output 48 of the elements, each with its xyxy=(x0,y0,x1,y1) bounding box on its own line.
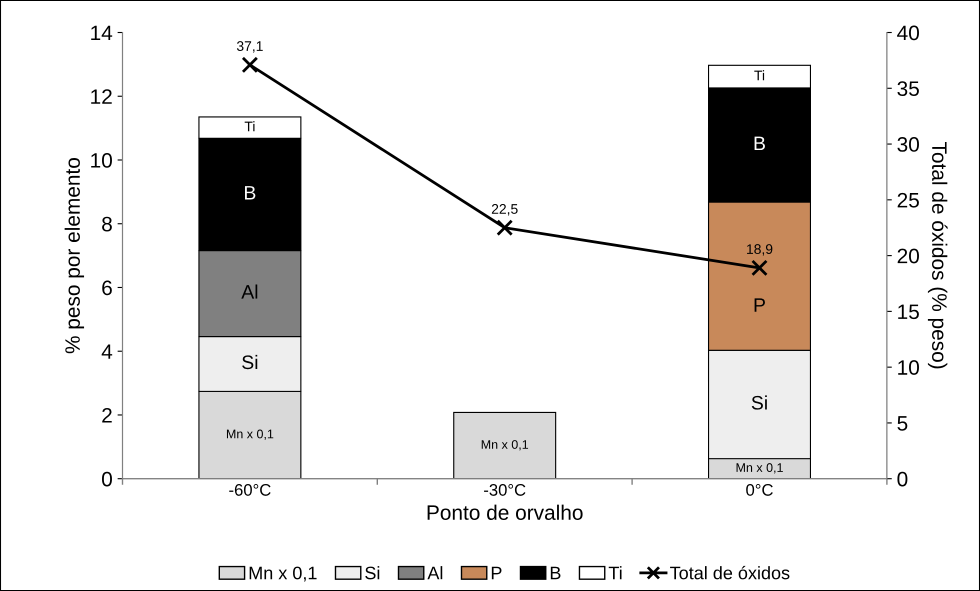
data-label: Mn x 0,1 xyxy=(226,430,274,440)
data-label: Mn x 0,1 xyxy=(482,440,528,450)
legend-label: Ti xyxy=(608,566,622,580)
point xyxy=(751,260,768,276)
legend-label: Total de óxidos xyxy=(670,566,790,580)
x-axis-title: Ponto de orvalho xyxy=(428,504,583,520)
y-tick-label: 8 xyxy=(102,216,112,232)
y-tick-label: 6 xyxy=(102,280,112,296)
y2-tick-label: 25 xyxy=(898,192,919,208)
y-tick-label: 0 xyxy=(102,472,112,486)
y-axis-title: % peso por elemento xyxy=(64,158,84,354)
y2-tick-label: 30 xyxy=(897,137,919,152)
x-tick-label: -30°C xyxy=(484,484,526,496)
y-tick-label: 12 xyxy=(91,89,112,104)
y2-tick-label: 0 xyxy=(897,472,908,486)
point xyxy=(242,56,258,74)
bar xyxy=(453,412,556,479)
y2-tick-label: 40 xyxy=(897,26,919,40)
y2-tick-label: 35 xyxy=(897,81,919,96)
legend-label: Al xyxy=(427,566,442,580)
y-tick-label: 2 xyxy=(102,408,112,423)
data-label: Al xyxy=(241,284,258,299)
data-label: 37,1 xyxy=(236,41,263,53)
data-label: B xyxy=(754,136,765,150)
y2-tick-label: 10 xyxy=(898,360,919,375)
y2-tick-label: 20 xyxy=(898,248,919,264)
x-tick-label: -60°C xyxy=(229,484,271,496)
data-label: Ti xyxy=(754,70,764,80)
legend-label: B xyxy=(550,566,560,580)
data-label: P xyxy=(754,298,765,312)
y2-axis-title: Total de óxidos (% peso) xyxy=(928,142,948,368)
data-label: 18,9 xyxy=(747,244,772,256)
data-label: Mn x 0,1 xyxy=(736,463,783,474)
legend-label: Si xyxy=(365,566,380,580)
y2-tick-label: 5 xyxy=(897,416,908,431)
data-label: Si xyxy=(242,354,258,370)
y-tick-label: 10 xyxy=(91,152,112,168)
x-tick-label: 0°C xyxy=(746,484,773,496)
y2-tick-label: 15 xyxy=(898,304,919,320)
point xyxy=(496,219,514,236)
data-label: Si xyxy=(752,395,767,410)
y-tick-label: 4 xyxy=(102,344,112,359)
y-tick-label: 14 xyxy=(91,26,112,40)
legend-label: P xyxy=(492,566,502,580)
data-label: Ti xyxy=(244,121,254,132)
data-label: 22,5 xyxy=(492,204,518,216)
data-label: B xyxy=(245,186,256,200)
legend-label: Mn x 0,1 xyxy=(250,566,317,582)
